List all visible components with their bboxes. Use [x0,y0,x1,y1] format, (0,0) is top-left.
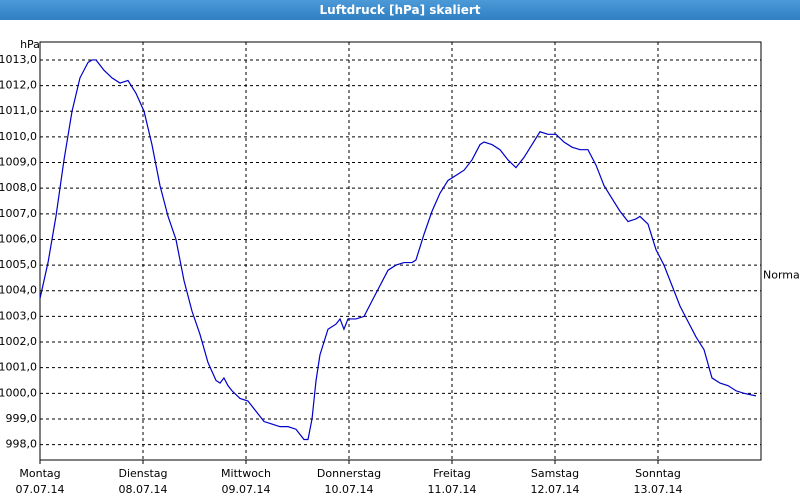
y-tick-label: 999,0 [6,412,38,425]
x-tick-date: 07.07.14 [16,483,65,496]
y-tick-label: 1005,0 [0,258,37,271]
x-tick-label: Dienstag [118,467,167,480]
y-tick-label: 1006,0 [0,232,37,245]
y-axis-label: hPa [20,38,40,51]
y-tick-label: 1000,0 [0,386,37,399]
x-tick-date: 13.07.14 [634,483,683,496]
x-tick-date: 09.07.14 [222,483,271,496]
y-tick-label: 1002,0 [0,335,37,348]
x-tick-date: 11.07.14 [428,483,477,496]
x-tick-date: 08.07.14 [119,483,168,496]
annotation: Normal [763,268,800,281]
x-tick-label: Samstag [531,467,579,480]
y-tick-label: 1013,0 [0,53,37,66]
x-tick-label: Donnerstag [317,467,381,480]
y-tick-label: 1011,0 [0,104,37,117]
x-tick-label: Montag [19,467,60,480]
y-tick-label: 1001,0 [0,361,37,374]
x-tick-date: 12.07.14 [531,483,580,496]
data-line [39,59,757,441]
chart: hPa 998,0 999,0 1000,0 1001,0 1002,0 1003,0 10… [0,38,800,496]
y-tick-label: 1012,0 [0,79,37,92]
plot-area [39,41,762,461]
y-tick-label: 1010,0 [0,130,37,143]
y-tick-label: 1004,0 [0,284,37,297]
y-tick-label: 1009,0 [0,156,37,169]
y-tick-label: 1008,0 [0,181,37,194]
y-tick-label: 1007,0 [0,207,37,220]
x-tick-label: Sonntag [635,467,681,480]
chart-title: Luftdruck [hPa] skaliert [0,0,800,20]
y-tick-label: 998,0 [6,438,38,451]
y-tick-label: 1003,0 [0,309,37,322]
x-tick-label: Freitag [433,467,471,480]
x-tick-date: 10.07.14 [325,483,374,496]
x-tick-label: Mittwoch [221,467,271,480]
